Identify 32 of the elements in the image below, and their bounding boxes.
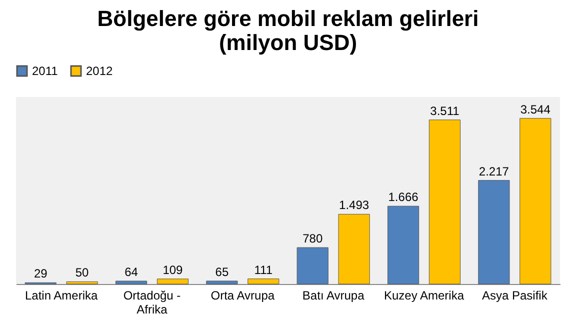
data-label: 65 xyxy=(215,264,229,279)
bar xyxy=(338,214,370,284)
x-tick-label: Ortadoğu - Afrika xyxy=(123,288,181,316)
bar xyxy=(156,278,189,284)
x-tick-label: Kuzey Amerika xyxy=(384,288,464,302)
data-label: 3.544 xyxy=(520,102,551,116)
data-label: 29 xyxy=(34,266,48,281)
data-label: 1.493 xyxy=(339,198,370,212)
bar xyxy=(428,120,461,284)
data-label: 1.666 xyxy=(388,190,419,204)
data-label: 109 xyxy=(162,262,184,277)
data-label: 64 xyxy=(124,265,138,280)
bar xyxy=(478,180,510,284)
bar xyxy=(248,278,280,284)
x-tick-label: Latin Amerika xyxy=(24,288,98,302)
bar xyxy=(206,280,238,284)
bar xyxy=(66,281,98,284)
legend-label: 2011 xyxy=(32,64,58,78)
bar xyxy=(115,280,148,284)
legend-label: 2012 xyxy=(86,64,114,78)
x-tick-label: Asya Pasifik xyxy=(482,288,548,302)
bar xyxy=(520,118,552,284)
data-label: 111 xyxy=(254,262,273,277)
chart-title: Bölgelere göre mobil reklam gelirleri (milyon USD) xyxy=(97,6,479,55)
data-label: 3.511 xyxy=(430,104,460,118)
x-tick-label: Orta Avrupa xyxy=(210,288,275,302)
data-label: 780 xyxy=(302,232,323,246)
data-label: 2.217 xyxy=(478,164,510,178)
x-tick-label: Batı Avrupa xyxy=(302,288,365,302)
data-label: 50 xyxy=(75,266,90,280)
bar xyxy=(387,206,420,284)
bar xyxy=(296,247,328,284)
